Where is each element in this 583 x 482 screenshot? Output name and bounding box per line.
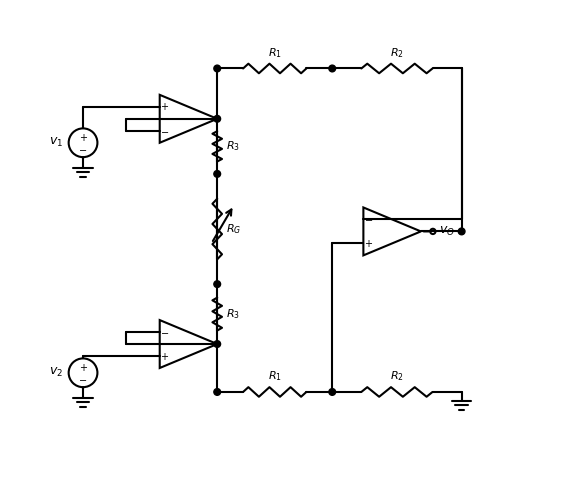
Text: $+$: $+$ [160,101,169,112]
Text: $-$: $-$ [160,327,169,337]
Text: $+$: $+$ [364,238,373,249]
Text: $R_1$: $R_1$ [268,370,282,383]
Text: $R_2$: $R_2$ [390,370,404,383]
Text: $R_1$: $R_1$ [268,46,282,60]
Text: $-$: $-$ [364,214,373,225]
Text: $v_1$: $v_1$ [49,136,63,149]
Text: $R_G$: $R_G$ [226,222,241,236]
Text: $+$: $+$ [79,133,87,144]
Text: $R_3$: $R_3$ [226,307,240,321]
Text: $R_3$: $R_3$ [226,139,240,153]
Circle shape [214,171,220,177]
Circle shape [214,281,220,287]
Text: $-$: $-$ [160,126,169,136]
Circle shape [458,228,465,235]
Text: $+$: $+$ [79,362,87,374]
Text: $v_2$: $v_2$ [49,366,63,379]
Text: $+$: $+$ [160,350,169,362]
Circle shape [329,65,336,72]
Circle shape [214,116,220,122]
Text: $-$: $-$ [79,144,87,153]
Circle shape [214,388,220,395]
Text: $R_2$: $R_2$ [390,46,404,60]
Circle shape [214,341,220,348]
Text: $-$: $-$ [79,374,87,384]
Text: $v_O$: $v_O$ [439,225,455,238]
Circle shape [214,65,220,72]
Circle shape [329,388,336,395]
